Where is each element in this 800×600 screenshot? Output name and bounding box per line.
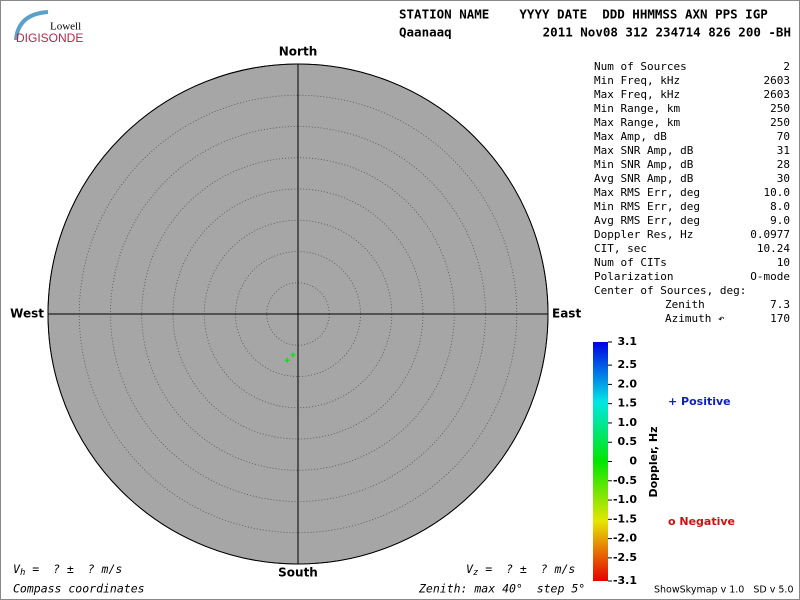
colorbar-label: -1.5 (613, 512, 637, 525)
stat-value: 2 (783, 60, 790, 73)
stat-value: 10.24 (757, 242, 790, 255)
stat-value: 2603 (764, 74, 791, 87)
colorbar-label: 0.5 (618, 435, 638, 448)
colorbar-label: -2.0 (613, 532, 637, 545)
legend-negative: o Negative (668, 515, 735, 528)
colorbar-label: -2.5 (613, 551, 637, 564)
stat-value: 31 (777, 144, 790, 157)
dir-north: North (279, 45, 317, 59)
legend-positive: + Positive (668, 395, 731, 408)
stat-label: Avg RMS Err, deg (594, 214, 700, 227)
stat-label: CIT, sec (594, 242, 647, 255)
center-label: Azimuth ↶ (665, 312, 725, 325)
station: Qaanaaq (399, 25, 452, 40)
vh-sub: h (20, 568, 25, 578)
vz-symbol: V (466, 562, 474, 576)
stat-label: Max RMS Err, deg (594, 186, 700, 199)
dir-west: West (10, 307, 44, 321)
dir-south: South (278, 566, 318, 580)
stat-label: Polarization (594, 270, 673, 283)
colorbar-label: 2.0 (618, 377, 638, 390)
center-label: Zenith (665, 298, 705, 311)
colorbar-label: -0.5 (613, 474, 637, 487)
stat-value: 10.0 (764, 186, 791, 199)
colorbar-label: -1.0 (613, 493, 637, 506)
stat-value: 70 (777, 130, 790, 143)
stat-label: Avg SNR Amp, dB (594, 172, 694, 185)
coords-note: Compass coordinates (13, 582, 145, 596)
stat-label: Num of CITs (594, 256, 667, 269)
stat-label: Min Freq, kHz (594, 74, 680, 87)
vz-sub: z (473, 568, 478, 578)
stat-label: Max Freq, kHz (594, 88, 680, 101)
colorbar-label: 0 (629, 455, 637, 468)
stat-label: Doppler Res, Hz (594, 228, 693, 241)
stat-value: 10 (777, 256, 790, 269)
stat-label: Center of Sources, deg: (594, 284, 746, 297)
stat-value: 0.0977 (750, 228, 790, 241)
vh-label: Vh = ? ± ? m/s (13, 562, 122, 578)
vh-symbol: V (13, 562, 21, 576)
stat-label: Max Amp, dB (594, 130, 667, 143)
version: ShowSkymap v 1.0 SD v 5.0 (654, 585, 794, 596)
stat-value: 8.0 (770, 200, 790, 213)
colorbar (593, 342, 608, 581)
center-value: 170 (770, 312, 790, 325)
center-value: 7.3 (770, 298, 790, 311)
colorbar-label: -3.1 (613, 574, 637, 587)
stat-label: Min RMS Err, deg (594, 200, 700, 213)
stat-value: 2603 (764, 88, 791, 101)
stat-label: Max Range, km (594, 116, 680, 129)
stat-value: 30 (777, 172, 790, 185)
source-point (290, 352, 296, 358)
colorbar-label: 2.5 (618, 358, 638, 371)
stat-label: Max SNR Amp, dB (594, 144, 694, 157)
logo-swoosh (14, 10, 49, 41)
vh-text: = ? ± ? m/s (25, 562, 122, 576)
colorbar-label: 1.5 (618, 397, 638, 410)
stat-value: 250 (770, 116, 790, 129)
logo-bottom: DIGISONDE (16, 31, 83, 45)
stat-value: 28 (777, 158, 790, 171)
stat-label: Num of Sources (594, 60, 687, 73)
source-point (284, 357, 290, 363)
header-values: 2011 Nov08 312 234714 826 200 -BH (543, 25, 791, 40)
vz-label: Vz = ? ± ? m/s (466, 562, 575, 578)
stat-value: 250 (770, 102, 790, 115)
header-columns: STATION NAME YYYY DATE DDD HHMMSS AXN PP… (399, 7, 768, 22)
colorbar-title: Doppler, Hz (647, 426, 660, 497)
colorbar-label: 3.1 (618, 335, 638, 348)
vz-text: = ? ± ? m/s (478, 562, 575, 576)
logo-top: Lowell (50, 21, 81, 33)
colorbar-label: 1.0 (618, 416, 638, 429)
stat-value: 9.0 (770, 214, 790, 227)
zenith-note: Zenith: max 40° step 5° (418, 582, 585, 596)
stat-value: O-mode (750, 270, 790, 283)
stat-label: Min SNR Amp, dB (594, 158, 694, 171)
dir-east: East (552, 307, 581, 321)
stat-label: Min Range, km (594, 102, 680, 115)
